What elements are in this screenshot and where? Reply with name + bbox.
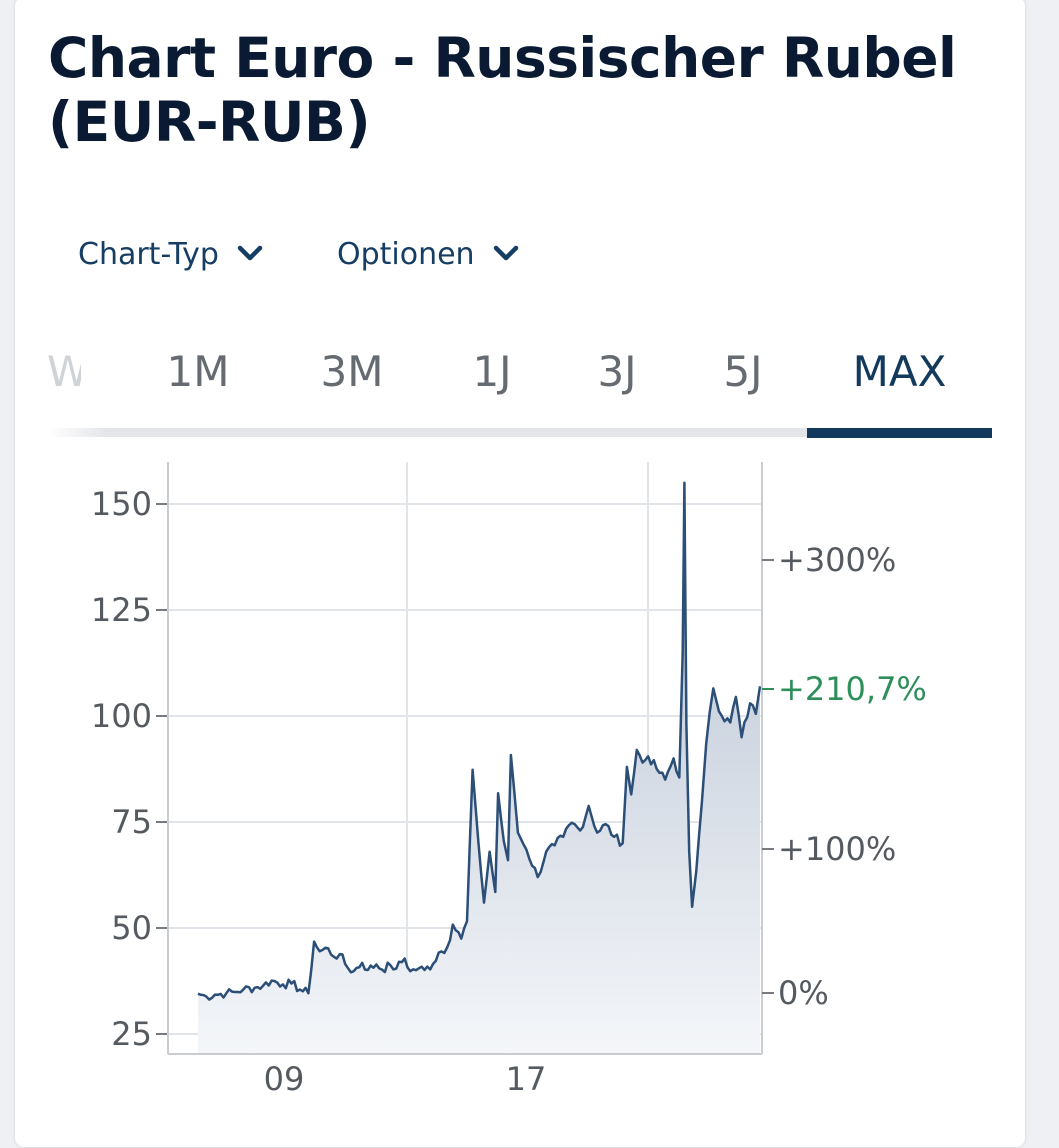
tab-week[interactable]: W [47,347,81,396]
chevron-down-icon [237,245,263,261]
y-tick-label: 75 [111,803,152,841]
chevron-down-icon [493,245,518,261]
tab-3m[interactable]: 3M [320,347,384,396]
tab-max[interactable]: MAX [852,347,947,396]
price-chart[interactable]: 25 50 75 100 125 150 09 17 +300% +210,7% +100% 0% [0,450,1059,1110]
y-tick-label: 50 [111,909,152,947]
price-line [197,481,762,1001]
tab-active-indicator [807,428,992,438]
chart-type-dropdown[interactable]: Chart-Typ [78,237,263,272]
tab-1m[interactable]: 1M [166,347,230,396]
x-tick-label: 09 [264,1060,305,1098]
options-label: Optionen [336,236,475,272]
tab-track [47,428,807,437]
y-tick-label: 150 [91,485,152,523]
timeframe-tabs: W 1M 3M 1J 3J 5J MAX [47,330,992,440]
page-title: Chart Euro - Russischer Rubel (EUR-RUB) [48,26,957,154]
y-tick-label: 25 [111,1015,152,1053]
price-area [198,482,760,1054]
chart-type-label: Chart-Typ [78,236,219,272]
pct-tick-label: +300% [778,541,896,579]
tab-1j[interactable]: 1J [472,347,512,396]
pct-tick-label: 0% [778,974,829,1012]
pct-tick-label: +100% [778,830,896,868]
tab-5j[interactable]: 5J [723,347,763,396]
x-tick-label: 17 [506,1060,547,1098]
current-change-label: +210,7% [778,670,927,708]
options-dropdown[interactable]: Optionen [337,237,519,272]
tab-3j[interactable]: 3J [597,347,637,396]
y-tick-label: 125 [91,591,152,629]
chart-toolbar: Chart-Typ Optionen [78,232,519,276]
y-tick-label: 100 [91,697,152,735]
